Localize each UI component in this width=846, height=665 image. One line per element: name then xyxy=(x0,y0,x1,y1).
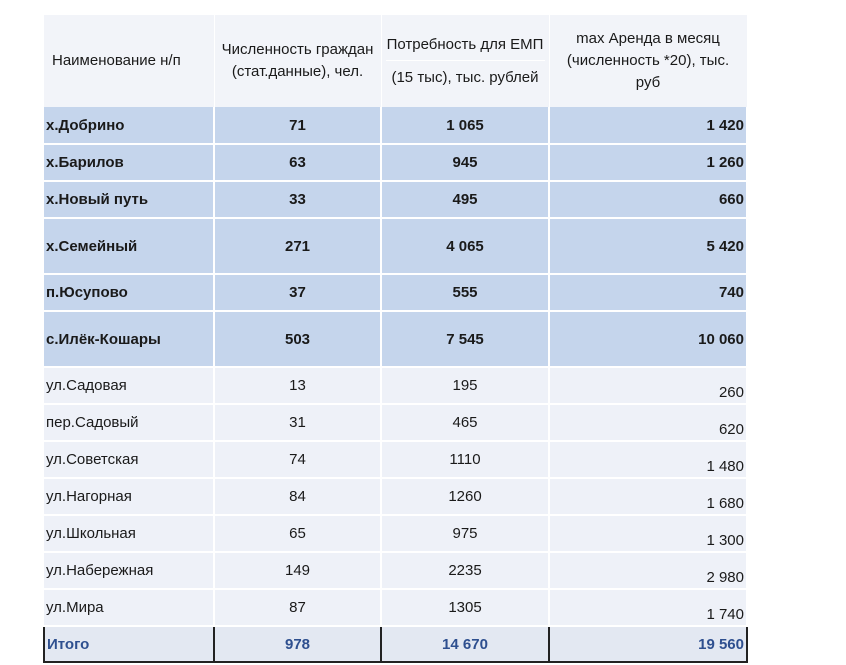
table-row: ул.Советская 74 1110 1 480 xyxy=(44,441,748,479)
cell-rent: 1 300 xyxy=(549,515,748,553)
table-row: х.Семейный 271 4 065 5 420 xyxy=(44,218,748,275)
cell-need: 1 065 xyxy=(381,107,550,145)
cell-name: ул.Набережная xyxy=(44,552,215,590)
table-row: пер.Садовый 31 465 620 xyxy=(44,404,748,442)
cell-name: ул.Школьная xyxy=(44,515,215,553)
cell-name: ул.Нагорная xyxy=(44,478,215,516)
cell-rent: 620 xyxy=(549,404,748,442)
cell-rent: 1 680 xyxy=(549,478,748,516)
table-row: ул.Школьная 65 975 1 300 xyxy=(44,515,748,553)
cell-need: 195 xyxy=(381,367,550,405)
cell-rent: 5 420 xyxy=(549,218,748,275)
cell-name: х.Семейный xyxy=(44,218,215,275)
table-row: ул.Нагорная 84 1260 1 680 xyxy=(44,478,748,516)
cell-need: 495 xyxy=(381,181,550,219)
cell-rent: 260 xyxy=(549,367,748,405)
cell-name: ул.Садовая xyxy=(44,367,215,405)
cell-need: 555 xyxy=(381,274,550,312)
cell-population: 33 xyxy=(214,181,382,219)
total-row: Итого 978 14 670 19 560 xyxy=(43,625,748,663)
cell-name: с.Илёк-Кошары xyxy=(44,311,215,368)
cell-need: 1260 xyxy=(381,478,550,516)
cell-need: 4 065 xyxy=(381,218,550,275)
cell-population: 65 xyxy=(214,515,382,553)
cell-name: х.Новый путь xyxy=(44,181,215,219)
header-need: Потребность для ЕМП (15 тыс), тыс. рубле… xyxy=(381,15,550,107)
cell-rent: 2 980 xyxy=(549,552,748,590)
table-row: ул.Набережная 149 2235 2 980 xyxy=(44,552,748,590)
table-row: х.Добрино 71 1 065 1 420 xyxy=(44,107,748,145)
cell-rent: 740 xyxy=(549,274,748,312)
header-rent: max Аренда в месяц (численность *20), ты… xyxy=(549,15,748,107)
cell-population: 87 xyxy=(214,589,382,627)
cell-rent: 1 420 xyxy=(549,107,748,145)
header-name: Наименование н/п xyxy=(44,15,215,107)
cell-need: 945 xyxy=(381,144,550,182)
table-row: с.Илёк-Кошары 503 7 545 10 060 xyxy=(44,311,748,368)
table-row: х.Барилов 63 945 1 260 xyxy=(44,144,748,182)
total-label: Итого xyxy=(43,625,215,663)
cell-need: 1110 xyxy=(381,441,550,479)
header-population: Численность граждан (стат.данные), чел. xyxy=(214,15,382,107)
cell-population: 503 xyxy=(214,311,382,368)
cell-rent: 1 740 xyxy=(549,589,748,627)
cell-name: ул.Советская xyxy=(44,441,215,479)
cell-name: пер.Садовый xyxy=(44,404,215,442)
cell-need: 975 xyxy=(381,515,550,553)
cell-population: 13 xyxy=(214,367,382,405)
total-need: 14 670 xyxy=(381,625,550,663)
cell-population: 74 xyxy=(214,441,382,479)
cell-name: х.Барилов xyxy=(44,144,215,182)
settlements-table: Наименование н/п Численность граждан (ст… xyxy=(43,15,748,663)
header-need-top: Потребность для ЕМП xyxy=(386,35,544,53)
table-row: ул.Садовая 13 195 260 xyxy=(44,367,748,405)
cell-name: п.Юсупово xyxy=(44,274,215,312)
cell-need: 465 xyxy=(381,404,550,442)
cell-name: х.Добрино xyxy=(44,107,215,145)
cell-rent: 10 060 xyxy=(549,311,748,368)
cell-population: 63 xyxy=(214,144,382,182)
table-row: п.Юсупово 37 555 740 xyxy=(44,274,748,312)
cell-need: 1305 xyxy=(381,589,550,627)
total-rent: 19 560 xyxy=(549,625,748,663)
header-row: Наименование н/п Численность граждан (ст… xyxy=(44,15,748,107)
cell-need: 7 545 xyxy=(381,311,550,368)
cell-population: 37 xyxy=(214,274,382,312)
table-row: х.Новый путь 33 495 660 xyxy=(44,181,748,219)
cell-rent: 660 xyxy=(549,181,748,219)
cell-population: 31 xyxy=(214,404,382,442)
cell-rent: 1 260 xyxy=(549,144,748,182)
cell-name: ул.Мира xyxy=(44,589,215,627)
total-population: 978 xyxy=(214,625,382,663)
cell-population: 271 xyxy=(214,218,382,275)
header-need-bottom: (15 тыс), тыс. рублей xyxy=(385,59,545,89)
table-row: ул.Мира 87 1305 1 740 xyxy=(44,589,748,627)
cell-population: 84 xyxy=(214,478,382,516)
cell-rent: 1 480 xyxy=(549,441,748,479)
cell-need: 2235 xyxy=(381,552,550,590)
cell-population: 71 xyxy=(214,107,382,145)
cell-population: 149 xyxy=(214,552,382,590)
